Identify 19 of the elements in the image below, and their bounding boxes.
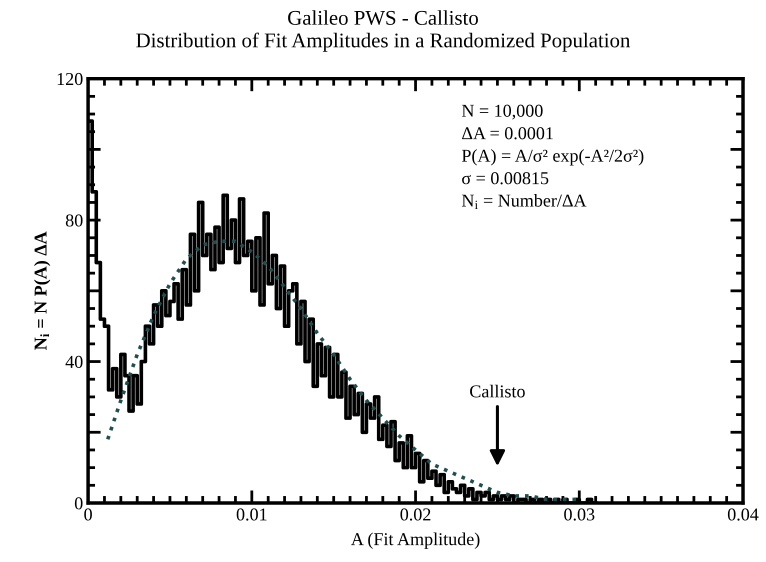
x-tick-label: 0.02 xyxy=(400,508,430,521)
annotation: ΔA = 0.0001 xyxy=(462,127,553,140)
x-axis-title: A (Fit Amplitude) xyxy=(351,532,480,549)
chart-title: Galileo PWS - Callisto xyxy=(288,10,478,25)
annotation: P(A) = A/σ² exp(-A²/2σ²) xyxy=(462,149,644,166)
x-tick-label: 0.03 xyxy=(564,508,594,521)
annotation: Callisto xyxy=(470,384,525,398)
annotation: N = 10,000 xyxy=(462,104,543,120)
y-axis-title: N$_{i}$ = N P(A) ΔA xyxy=(34,232,50,350)
y-tick-label: 40 xyxy=(66,356,83,368)
y-tick-label: 120 xyxy=(58,72,83,86)
x-tick-label: 0 xyxy=(84,508,92,521)
y-tick-label: 80 xyxy=(66,214,83,227)
x-tick-label: 0.04 xyxy=(728,508,759,521)
chart-subtitle: Distribution of Fit Amplitudes in a Randomized Population xyxy=(136,32,630,52)
annotation: σ = 0.00815 xyxy=(462,172,548,184)
annotation: N$_{i}$ = Number/ΔA xyxy=(462,194,586,209)
y-tick-label: 0 xyxy=(74,497,83,510)
x-tick-label: 0.01 xyxy=(236,508,267,521)
